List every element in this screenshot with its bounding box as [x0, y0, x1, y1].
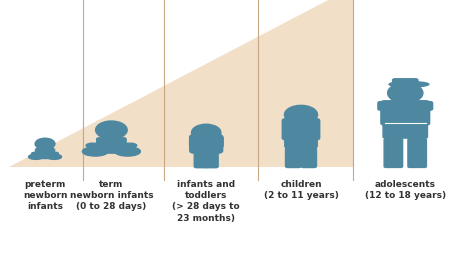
Text: infants and
toddlers
(> 28 days to
23 months): infants and toddlers (> 28 days to 23 mo… — [173, 180, 240, 222]
Ellipse shape — [28, 154, 43, 159]
FancyBboxPatch shape — [383, 124, 428, 138]
Ellipse shape — [82, 147, 108, 156]
FancyBboxPatch shape — [303, 121, 317, 137]
Circle shape — [284, 105, 318, 124]
FancyBboxPatch shape — [414, 101, 428, 120]
FancyBboxPatch shape — [378, 102, 433, 110]
Ellipse shape — [123, 143, 137, 148]
FancyBboxPatch shape — [282, 119, 319, 140]
FancyBboxPatch shape — [381, 101, 429, 125]
Text: term
newborn infants
(0 to 28 days): term newborn infants (0 to 28 days) — [70, 180, 153, 211]
FancyBboxPatch shape — [211, 136, 223, 147]
FancyBboxPatch shape — [190, 136, 201, 147]
FancyBboxPatch shape — [384, 139, 402, 167]
Ellipse shape — [32, 152, 38, 155]
FancyBboxPatch shape — [285, 148, 301, 168]
Circle shape — [191, 124, 221, 141]
FancyBboxPatch shape — [97, 138, 126, 153]
Circle shape — [35, 138, 55, 150]
Circle shape — [96, 121, 127, 139]
Ellipse shape — [389, 82, 429, 87]
Ellipse shape — [86, 143, 100, 148]
Text: preterm
newborn
infants: preterm newborn infants — [23, 180, 67, 211]
FancyBboxPatch shape — [285, 137, 317, 147]
FancyBboxPatch shape — [194, 153, 208, 168]
Text: children
(2 to 11 years): children (2 to 11 years) — [264, 180, 338, 200]
Ellipse shape — [115, 147, 140, 156]
FancyBboxPatch shape — [285, 121, 299, 137]
FancyBboxPatch shape — [190, 134, 223, 153]
FancyBboxPatch shape — [408, 139, 427, 167]
FancyBboxPatch shape — [382, 101, 397, 120]
FancyBboxPatch shape — [392, 79, 418, 87]
FancyBboxPatch shape — [205, 153, 218, 168]
Ellipse shape — [47, 154, 62, 159]
FancyBboxPatch shape — [301, 148, 317, 168]
Circle shape — [388, 83, 423, 103]
Polygon shape — [9, 0, 353, 167]
Ellipse shape — [52, 152, 58, 155]
Text: adolescents
(12 to 18 years): adolescents (12 to 18 years) — [365, 180, 446, 200]
FancyBboxPatch shape — [36, 148, 55, 158]
